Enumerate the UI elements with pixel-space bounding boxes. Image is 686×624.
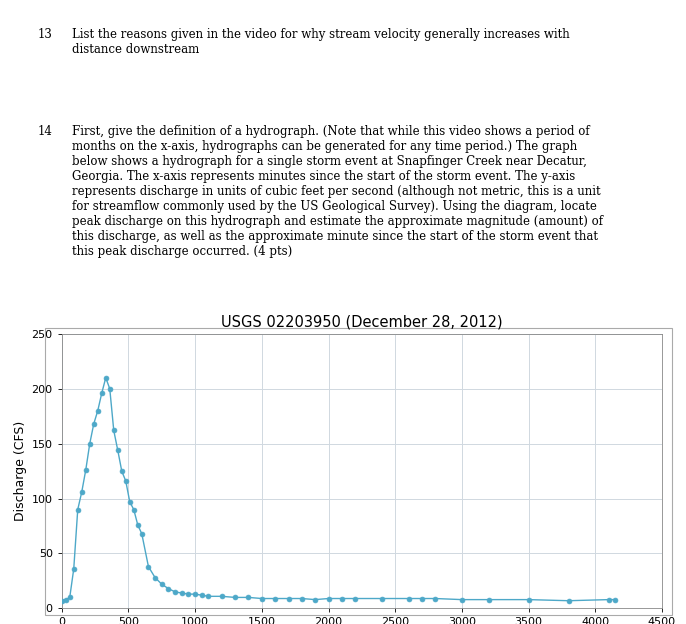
Title: USGS 02203950 (December 28, 2012): USGS 02203950 (December 28, 2012): [221, 315, 503, 330]
Text: 14: 14: [38, 125, 53, 138]
Y-axis label: Discharge (CFS): Discharge (CFS): [14, 421, 27, 521]
Text: List the reasons given in the video for why stream velocity generally increases : List the reasons given in the video for …: [72, 28, 570, 56]
Text: First, give the definition of a hydrograph. (Note that while this video shows a : First, give the definition of a hydrogra…: [72, 125, 603, 258]
Text: 13: 13: [38, 28, 53, 41]
